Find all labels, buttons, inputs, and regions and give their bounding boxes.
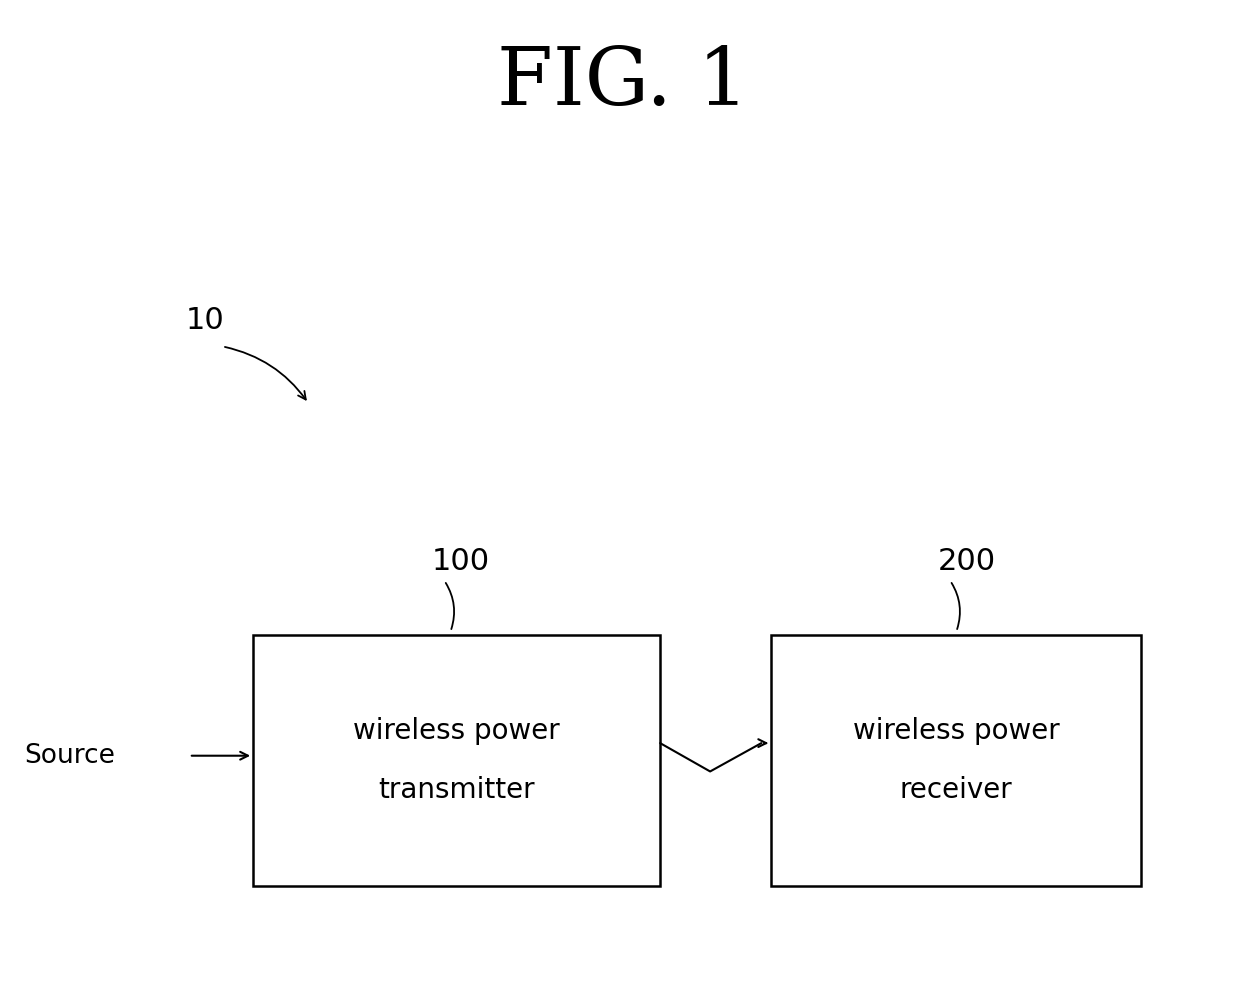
- Text: wireless power: wireless power: [353, 716, 560, 745]
- Text: Source: Source: [24, 743, 115, 769]
- Bar: [771, 635, 1141, 886]
- Text: 10: 10: [185, 306, 224, 335]
- Text: transmitter: transmitter: [378, 775, 534, 804]
- Text: 100: 100: [432, 547, 490, 576]
- Text: receiver: receiver: [900, 775, 1013, 804]
- Text: FIG. 1: FIG. 1: [497, 44, 749, 122]
- Bar: [253, 635, 660, 886]
- Text: 200: 200: [937, 547, 996, 576]
- Text: wireless power: wireless power: [853, 716, 1060, 745]
